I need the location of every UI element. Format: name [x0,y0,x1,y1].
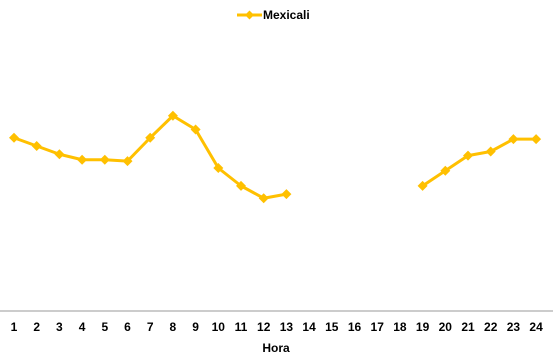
x-tick-label-4: 4 [79,320,86,334]
data-point-hora-2 [31,141,42,151]
x-tick-label-9: 9 [192,320,199,334]
data-point-hora-12 [258,193,269,204]
data-point-hora-3 [54,149,65,160]
x-tick-label-5: 5 [101,320,108,334]
x-tick-label-12: 12 [257,320,271,334]
x-tick-label-22: 22 [484,320,498,334]
x-tick-label-19: 19 [416,320,430,334]
data-point-hora-10 [213,163,224,173]
x-tick-label-2: 2 [33,320,40,334]
x-tick-label-3: 3 [56,320,63,334]
data-point-hora-13 [281,189,292,200]
data-point-hora-6 [122,156,133,167]
data-point-hora-20 [440,165,451,176]
x-tick-label-17: 17 [371,320,385,334]
data-point-hora-7 [145,132,156,143]
legend: Mexicali [237,8,310,22]
data-point-hora-11 [236,180,246,191]
data-point-hora-1 [9,132,19,143]
data-point-hora-22 [485,146,496,157]
x-tick-label-23: 23 [507,320,521,334]
series-line-segment-2 [421,137,537,188]
data-point-hora-19 [417,180,428,191]
x-tick-label-10: 10 [212,320,226,334]
data-point-hora-24 [531,134,542,145]
x-tick-label-1: 1 [11,320,18,334]
x-tick-label-16: 16 [348,320,362,334]
data-point-hora-23 [508,134,519,145]
x-tick-label-13: 13 [280,320,294,334]
series-layer [9,110,542,204]
x-axis-title: Hora [262,341,290,355]
data-point-hora-5 [99,154,110,165]
legend-label-mexicali: Mexicali [263,8,310,22]
x-tick-label-6: 6 [124,320,131,334]
x-tick-label-21: 21 [461,320,475,334]
x-tick-label-15: 15 [325,320,339,334]
x-tick-label-14: 14 [302,320,316,334]
legend-diamond-marker [245,10,254,20]
x-tick-label-20: 20 [439,320,453,334]
x-tick-labels: 1 2 3 4 5 6 7 8 9 10 11 12 13 14 15 16 17 18 19 20 21 22 23 24 [11,320,543,334]
data-point-hora-9 [190,124,201,135]
data-point-hora-4 [77,154,88,165]
data-point-hora-8 [167,110,178,121]
data-point-hora-21 [463,150,473,161]
x-tick-label-24: 24 [529,320,543,334]
x-tick-label-8: 8 [170,320,177,334]
x-tick-label-18: 18 [393,320,407,334]
x-tick-label-7: 7 [147,320,154,334]
x-tick-label-11: 11 [235,320,248,334]
